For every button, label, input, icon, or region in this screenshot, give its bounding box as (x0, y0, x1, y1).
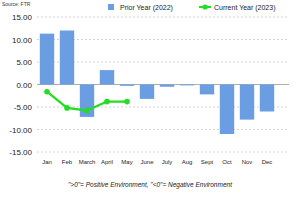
bar (60, 31, 74, 85)
legend-swatch (108, 4, 114, 10)
bar (80, 85, 94, 117)
chart: 15.00 10.00 5.00 0.00 -5.00 -10.00 -15.00 Jan Fe… (0, 0, 300, 200)
bar (260, 85, 274, 112)
y-tick-label: 10.00 (12, 36, 33, 45)
plot-area (40, 31, 274, 135)
marker (64, 105, 70, 111)
x-tick-label: Sept (201, 159, 214, 165)
x-tick-label: Jan (42, 159, 52, 165)
bar (200, 85, 214, 95)
x-tick-label: Oct (222, 159, 232, 165)
x-tick-label: Aug (182, 159, 193, 165)
legend-label: Prior Year (2022) (120, 4, 173, 12)
x-tick-label: July (162, 159, 173, 165)
marker (44, 89, 50, 95)
y-tick-label: -10.00 (9, 126, 32, 135)
marker (84, 108, 90, 114)
footnote: ">0"= Positive Environment, "<0"= Negati… (68, 181, 233, 189)
x-tick-label: Dec (262, 159, 273, 165)
bar (160, 85, 174, 87)
marker (124, 99, 130, 105)
grid-line (37, 17, 289, 18)
legend-swatch (202, 4, 207, 9)
x-tick-label: April (101, 159, 113, 165)
bar (240, 85, 254, 120)
y-tick-label: 5.00 (16, 58, 32, 67)
x-tick-label: May (121, 159, 132, 165)
x-tick-label: March (79, 159, 96, 165)
x-tick-label: Nov (242, 159, 253, 165)
x-tick-label: June (140, 159, 154, 165)
bar (40, 34, 54, 85)
x-tick-label: Feb (62, 159, 73, 165)
bar (100, 70, 114, 84)
grid-line (37, 129, 289, 130)
legend-label: Current Year (2023) (214, 4, 275, 12)
grid-line (37, 39, 289, 40)
y-tick-label: -15.00 (9, 148, 32, 157)
marker (104, 99, 110, 105)
grid-line (37, 152, 289, 153)
bar (120, 85, 134, 86)
grid-line (37, 62, 289, 63)
source-note: Source: FTR (2, 1, 31, 7)
y-tick-label: 15.00 (12, 13, 33, 22)
bar (140, 85, 154, 99)
bar (220, 85, 234, 135)
bar (180, 84, 194, 86)
y-tick-label: -5.00 (14, 103, 33, 112)
y-tick-label: 0.00 (16, 81, 32, 90)
line (47, 92, 127, 111)
